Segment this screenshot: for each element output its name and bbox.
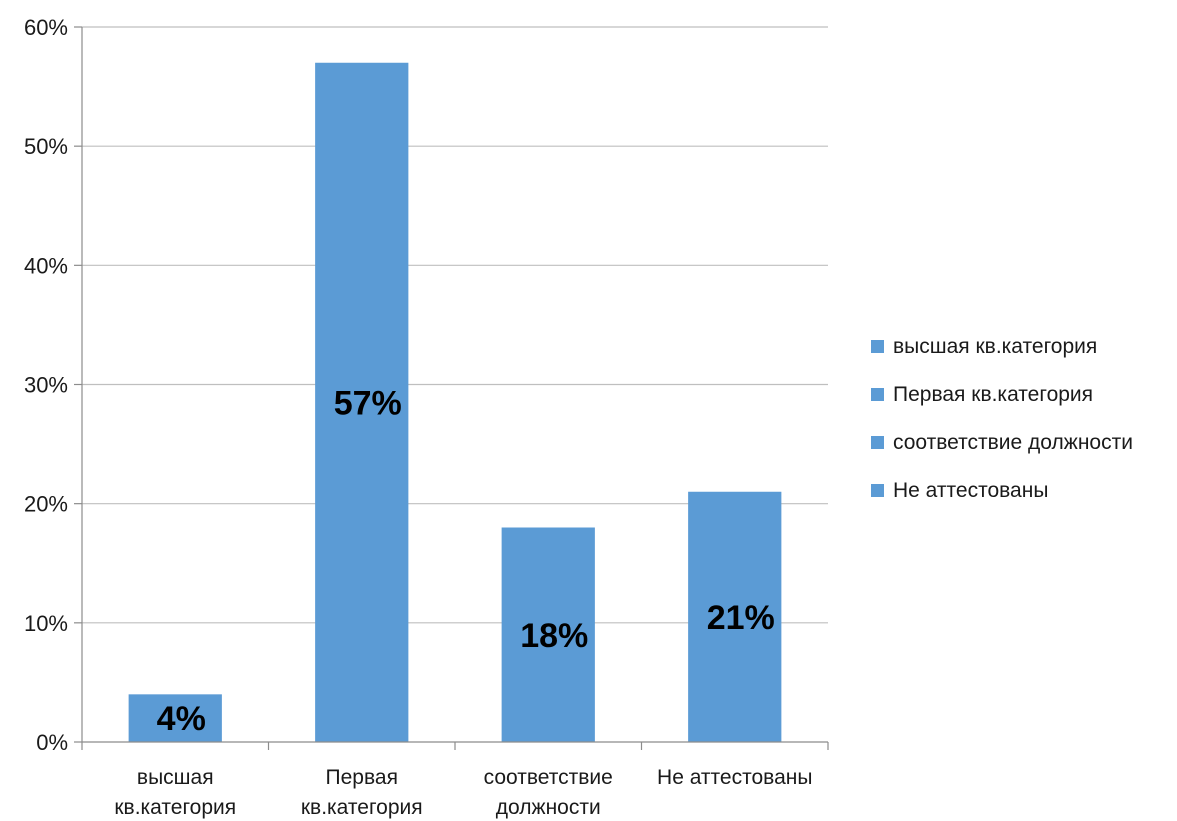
legend: высшая кв.категория Первая кв.категория со… xyxy=(871,335,1133,502)
legend-label: Не аттестованы xyxy=(893,479,1048,502)
x-category-label: высшая кв.категория xyxy=(114,766,236,819)
legend-swatch xyxy=(871,340,884,353)
x-category-label-line: Первая xyxy=(326,766,398,789)
x-category-label-line: кв.категория xyxy=(301,796,423,819)
data-label: 18% xyxy=(520,617,588,655)
bar xyxy=(315,62,409,742)
bar xyxy=(501,527,595,742)
legend-label: соответствие должности xyxy=(893,431,1133,454)
y-tick-label: 0% xyxy=(36,730,68,755)
y-tick-label: 40% xyxy=(24,253,68,278)
x-category-label-line: кв.категория xyxy=(114,796,236,819)
legend-swatch xyxy=(871,388,884,401)
legend-swatch xyxy=(871,436,884,449)
data-label: 4% xyxy=(157,700,206,738)
y-tick-label: 50% xyxy=(24,134,68,159)
x-category-label: соответствие должности xyxy=(484,766,613,819)
x-category-label-line: соответствие xyxy=(484,766,613,789)
y-tick-label: 30% xyxy=(24,373,68,398)
x-category-label: Первая кв.категория xyxy=(301,766,423,819)
x-axis: высшая кв.категория Первая кв.категория соот… xyxy=(81,741,829,819)
x-category-label-line: Не аттестованы xyxy=(657,766,812,789)
x-category-label: Не аттестованы xyxy=(657,766,812,789)
y-tick-label: 20% xyxy=(24,492,68,517)
bar xyxy=(128,694,222,742)
y-tick-label: 10% xyxy=(24,611,68,636)
bar xyxy=(688,491,782,742)
data-label: 21% xyxy=(707,599,775,637)
x-category-label-line: должности xyxy=(496,796,601,819)
x-category-label-line: высшая xyxy=(137,766,214,789)
legend-label: Первая кв.категория xyxy=(893,383,1093,406)
data-label: 57% xyxy=(334,384,402,422)
y-axis: 0% 10% 20% 30% 40% 50% 60% xyxy=(24,15,83,755)
legend-swatch xyxy=(871,484,884,497)
legend-label: высшая кв.категория xyxy=(893,335,1097,358)
data-labels: 4% 57% 18% 21% xyxy=(157,384,775,738)
y-tick-label: 60% xyxy=(24,15,68,40)
bars xyxy=(128,62,782,742)
